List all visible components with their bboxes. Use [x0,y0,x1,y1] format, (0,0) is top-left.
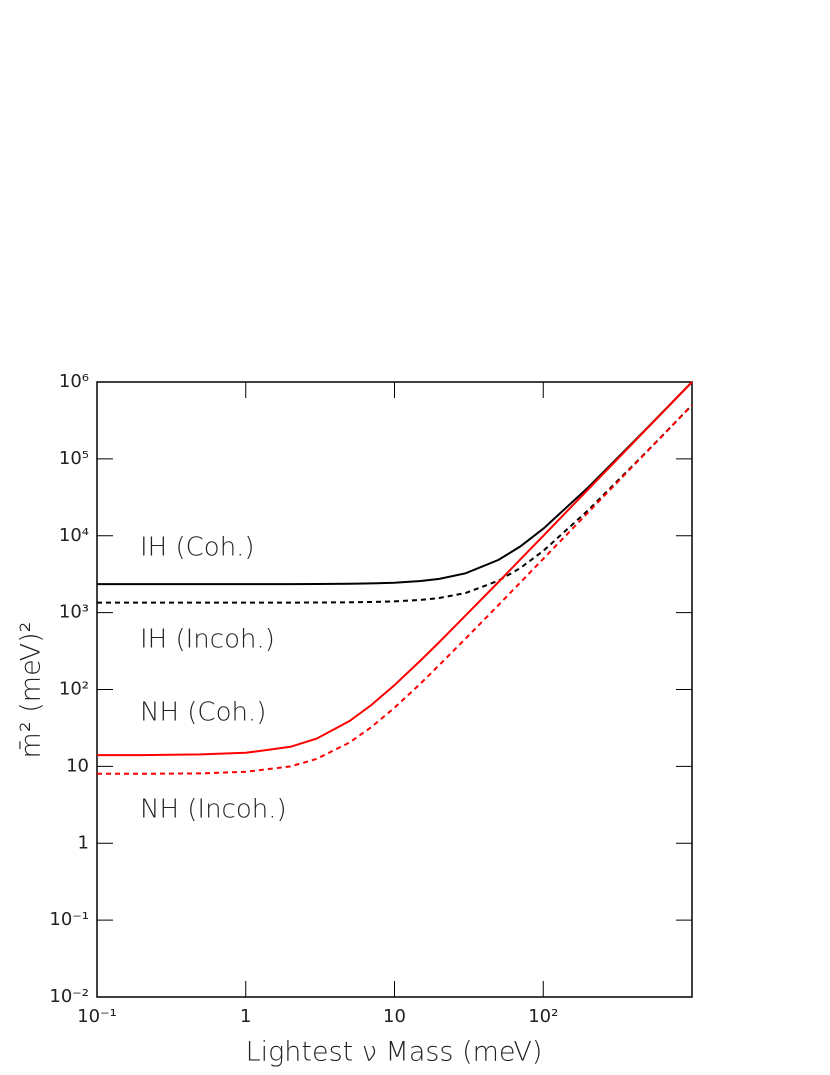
y-tick-label: 10⁴ [59,525,89,546]
series-label: IH (Coh.) [140,533,255,563]
y-axis-label: m̄² (meV)² [16,622,47,759]
series-line [97,381,693,586]
series-label: NH (Incoh.) [140,795,287,825]
y-tick-label: 10³ [59,602,89,623]
y-tick-label: 10⁶ [59,371,89,392]
y-tick-label: 10⁻² [49,986,89,1007]
y-tick-label: 1 [78,832,89,853]
y-tick-label: 10⁻¹ [49,909,89,930]
y-tick-label: 10² [59,679,89,700]
x-tick-label: 1 [240,1006,251,1027]
series-line [97,404,693,604]
series-label: IH (Incoh.) [140,625,275,655]
series-label: NH (Coh.) [140,698,266,728]
x-tick-label: 10⁻¹ [77,1006,117,1027]
series-line [97,381,693,757]
x-axis-label: Lightest ν Mass (meV) [246,1037,543,1068]
x-tick-label: 10² [528,1006,558,1027]
x-tick-label: 10 [383,1006,406,1027]
y-tick-label: 10 [66,755,89,776]
series-line [97,404,693,775]
y-tick-label: 10⁵ [59,448,89,469]
